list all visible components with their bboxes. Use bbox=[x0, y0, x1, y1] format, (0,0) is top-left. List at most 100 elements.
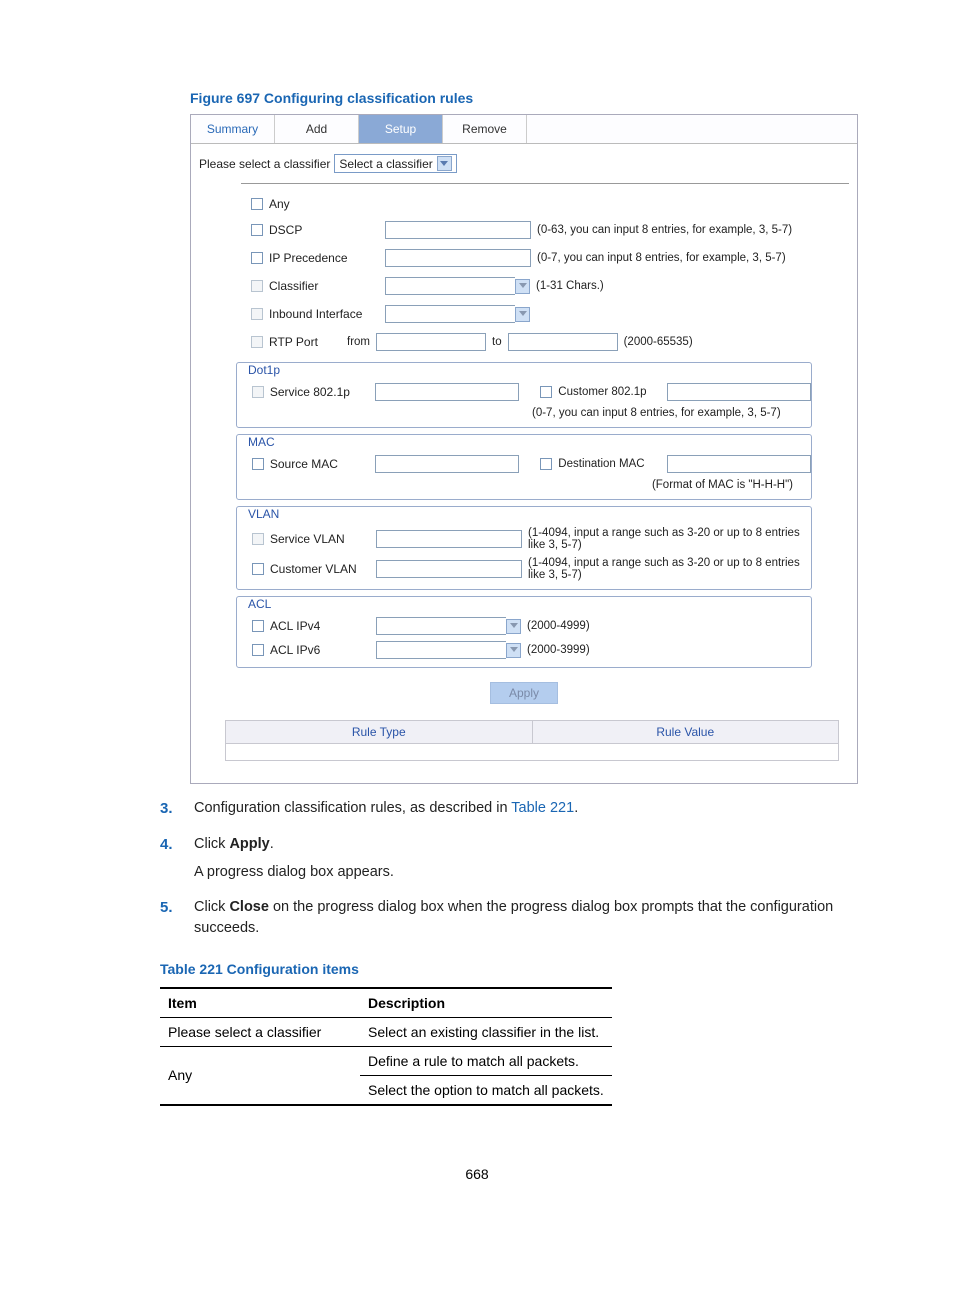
source-mac-input[interactable] bbox=[375, 455, 519, 473]
td-r1-desc: Select an existing classifier in the lis… bbox=[360, 1017, 612, 1046]
step-3-text: Configuration classification rules, as d… bbox=[194, 798, 834, 820]
vlan-fieldset: VLAN Service VLAN (1-4094, input a range… bbox=[236, 506, 812, 590]
customer-8021p-checkbox[interactable] bbox=[540, 386, 552, 398]
customer-8021p-input[interactable] bbox=[667, 383, 811, 401]
step-5-text: Click Close on the progress dialog box w… bbox=[194, 897, 834, 939]
source-mac-label: Source MAC bbox=[270, 457, 369, 471]
service-8021p-checkbox[interactable] bbox=[252, 386, 264, 398]
chevron-down-icon[interactable] bbox=[515, 279, 530, 294]
classifier-hint: (1-31 Chars.) bbox=[536, 280, 604, 292]
rtp-from-label: from bbox=[347, 336, 370, 348]
table-221-link[interactable]: Table 221 bbox=[511, 800, 574, 816]
customer-vlan-checkbox[interactable] bbox=[252, 563, 264, 575]
tab-setup[interactable]: Setup bbox=[359, 115, 443, 143]
ipprec-checkbox[interactable] bbox=[251, 252, 263, 264]
chevron-down-icon[interactable] bbox=[515, 307, 530, 322]
inbound-input[interactable] bbox=[385, 305, 515, 323]
acl-ipv6-hint: (2000-3999) bbox=[527, 644, 590, 656]
acl-fieldset: ACL ACL IPv4 (2000-4999) ACL IPv6 bbox=[236, 596, 812, 668]
screenshot-panel: Summary Add Setup Remove Please select a… bbox=[190, 114, 858, 784]
acl-ipv4-label: ACL IPv4 bbox=[270, 619, 370, 633]
dscp-hint: (0-63, you can input 8 entries, for exam… bbox=[537, 224, 792, 236]
rtp-from-input[interactable] bbox=[376, 333, 486, 351]
tab-add[interactable]: Add bbox=[275, 115, 359, 143]
acl-ipv6-checkbox[interactable] bbox=[252, 644, 264, 656]
customer-8021p-label: Customer 802.1p bbox=[558, 386, 661, 398]
td-r2-desc: Define a rule to match all packets. Sele… bbox=[360, 1046, 612, 1105]
step-3-number: 3. bbox=[160, 798, 194, 820]
acl-ipv4-checkbox[interactable] bbox=[252, 620, 264, 632]
classifier-select[interactable]: Select a classifier bbox=[334, 154, 456, 173]
rtp-to-label: to bbox=[492, 336, 502, 348]
service-8021p-input[interactable] bbox=[375, 383, 519, 401]
ipprec-label: IP Precedence bbox=[269, 251, 379, 265]
tab-summary[interactable]: Summary bbox=[191, 115, 275, 143]
source-mac-checkbox[interactable] bbox=[252, 458, 264, 470]
classifier-select-row: Please select a classifier Select a clas… bbox=[191, 144, 857, 179]
service-8021p-label: Service 802.1p bbox=[270, 385, 369, 399]
figure-caption: Figure 697 Configuring classification ru… bbox=[190, 90, 954, 106]
page-number: 668 bbox=[0, 1166, 954, 1182]
tab-bar: Summary Add Setup Remove bbox=[191, 115, 857, 144]
dot1p-hint: (0-7, you can input 8 entries, for examp… bbox=[532, 407, 781, 419]
rulevalue-header: Rule Value bbox=[533, 721, 839, 743]
td-r1-item: Please select a classifier bbox=[160, 1017, 360, 1046]
mac-fieldset: MAC Source MAC Destination MAC (Format o… bbox=[236, 434, 812, 500]
customer-vlan-hint: (1-4094, input a range such as 3-20 or u… bbox=[528, 557, 811, 581]
step-4-number: 4. bbox=[160, 834, 194, 856]
classifier-select-value: Select a classifier bbox=[339, 157, 432, 171]
tab-remove[interactable]: Remove bbox=[443, 115, 527, 143]
rtp-to-input[interactable] bbox=[508, 333, 618, 351]
service-vlan-checkbox[interactable] bbox=[252, 533, 264, 545]
th-item: Item bbox=[160, 988, 360, 1018]
dest-mac-checkbox[interactable] bbox=[540, 458, 552, 470]
rtp-checkbox[interactable] bbox=[251, 336, 263, 348]
ipprec-hint: (0-7, you can input 8 entries, for examp… bbox=[537, 252, 786, 264]
step-4-text: Click Apply. bbox=[194, 834, 834, 856]
mac-legend: MAC bbox=[245, 435, 278, 449]
acl-ipv4-hint: (2000-4999) bbox=[527, 620, 590, 632]
dscp-checkbox[interactable] bbox=[251, 224, 263, 236]
classifier-checkbox[interactable] bbox=[251, 280, 263, 292]
acl-ipv6-input[interactable] bbox=[376, 641, 506, 659]
mac-hint: (Format of MAC is "H-H-H") bbox=[652, 479, 793, 491]
step-5-number: 5. bbox=[160, 897, 194, 939]
table-caption: Table 221 Configuration items bbox=[160, 961, 954, 977]
inbound-label: Inbound Interface bbox=[269, 307, 379, 321]
step-4-subtext: A progress dialog box appears. bbox=[194, 862, 834, 883]
vlan-legend: VLAN bbox=[245, 507, 282, 521]
chevron-down-icon[interactable] bbox=[506, 619, 521, 634]
ipprec-input[interactable] bbox=[385, 249, 531, 267]
any-checkbox[interactable] bbox=[251, 198, 263, 210]
dot1p-legend: Dot1p bbox=[245, 363, 283, 377]
apply-button[interactable]: Apply bbox=[490, 682, 558, 704]
form-area: Any DSCP (0-63, you can input 8 entries,… bbox=[191, 184, 857, 783]
acl-ipv6-label: ACL IPv6 bbox=[270, 643, 370, 657]
service-vlan-label: Service VLAN bbox=[270, 532, 370, 546]
ruletype-header: Rule Type bbox=[226, 721, 533, 743]
customer-vlan-input[interactable] bbox=[376, 560, 522, 578]
any-label: Any bbox=[269, 197, 379, 211]
result-body bbox=[226, 744, 838, 760]
result-table: Rule Type Rule Value bbox=[225, 720, 839, 761]
classifier-input[interactable] bbox=[385, 277, 515, 295]
dscp-input[interactable] bbox=[385, 221, 531, 239]
config-table: Item Description Please select a classif… bbox=[160, 987, 612, 1106]
classifier-select-label: Please select a classifier bbox=[199, 157, 330, 171]
dest-mac-input[interactable] bbox=[667, 455, 811, 473]
acl-ipv4-input[interactable] bbox=[376, 617, 506, 635]
body-text: 3. Configuration classification rules, a… bbox=[160, 798, 834, 939]
chevron-down-icon bbox=[437, 156, 452, 171]
service-vlan-hint: (1-4094, input a range such as 3-20 or u… bbox=[528, 527, 811, 551]
service-vlan-input[interactable] bbox=[376, 530, 522, 548]
chevron-down-icon[interactable] bbox=[506, 643, 521, 658]
classifier-label: Classifier bbox=[269, 279, 379, 293]
dest-mac-label: Destination MAC bbox=[558, 458, 661, 470]
acl-legend: ACL bbox=[245, 597, 274, 611]
rtp-label: RTP Port bbox=[269, 335, 341, 349]
inbound-checkbox[interactable] bbox=[251, 308, 263, 320]
dot1p-fieldset: Dot1p Service 802.1p Customer 802.1p (0-… bbox=[236, 362, 812, 428]
dscp-label: DSCP bbox=[269, 223, 379, 237]
th-desc: Description bbox=[360, 988, 612, 1018]
td-r2-item: Any bbox=[160, 1046, 360, 1105]
